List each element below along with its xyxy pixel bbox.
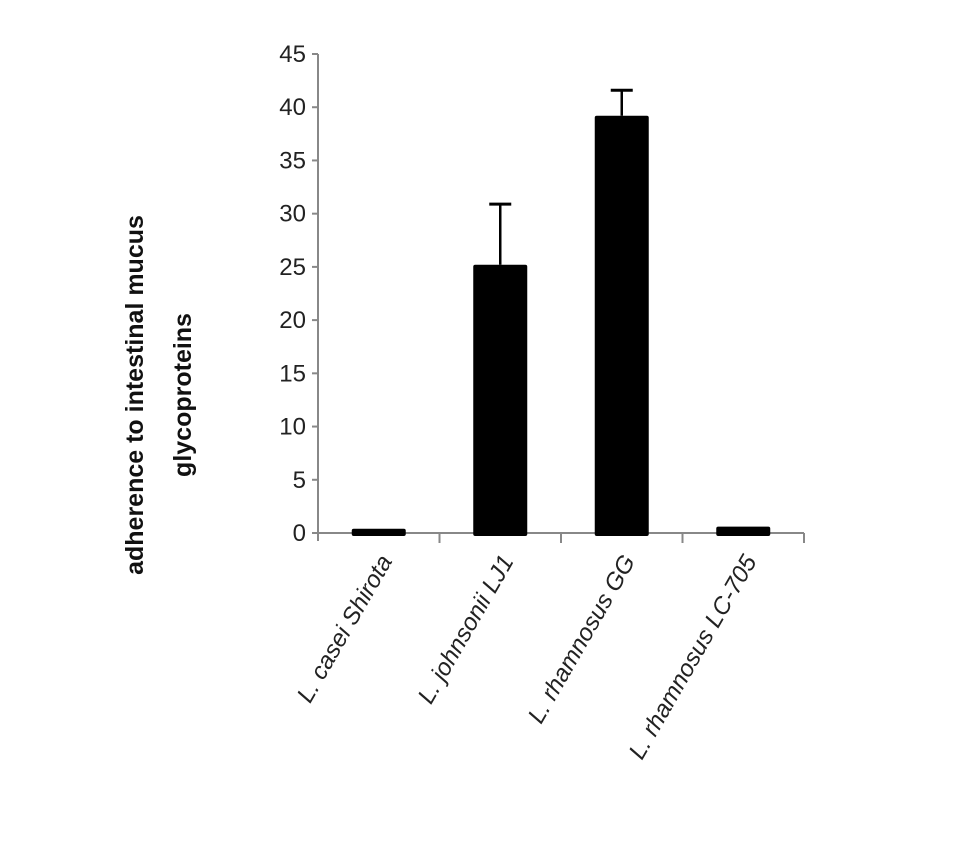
- y-tick-label: 25: [279, 254, 306, 281]
- x-category-label: L. casei Shirota: [292, 551, 398, 708]
- y-tick-label: 40: [279, 94, 306, 121]
- y-tick-label: 30: [279, 201, 306, 228]
- y-axis-title-line-1: adherence to intestinal mucus: [121, 215, 149, 575]
- y-tick-label: 35: [279, 147, 306, 174]
- y-tick-label: 0: [293, 520, 306, 547]
- y-tick-label: 20: [279, 307, 306, 334]
- bar: [351, 528, 406, 536]
- bar: [473, 264, 528, 536]
- y-axis-title: adherence to intestinal mucus glycoprote…: [121, 215, 197, 575]
- x-category-label: L. rhamnosus LC-705: [624, 550, 763, 764]
- y-tick-label: 5: [293, 467, 306, 494]
- y-tick-label: 45: [279, 41, 306, 68]
- x-category-label: L. johnsonii LJ1: [413, 551, 520, 709]
- bar: [716, 526, 771, 536]
- y-tick-label: 15: [279, 360, 306, 387]
- y-axis-title-line-2: glycoproteins: [169, 313, 197, 477]
- y-tick-label: 10: [279, 414, 306, 441]
- bar: [594, 115, 649, 536]
- x-category-label: L. rhamnosus GG: [523, 551, 641, 729]
